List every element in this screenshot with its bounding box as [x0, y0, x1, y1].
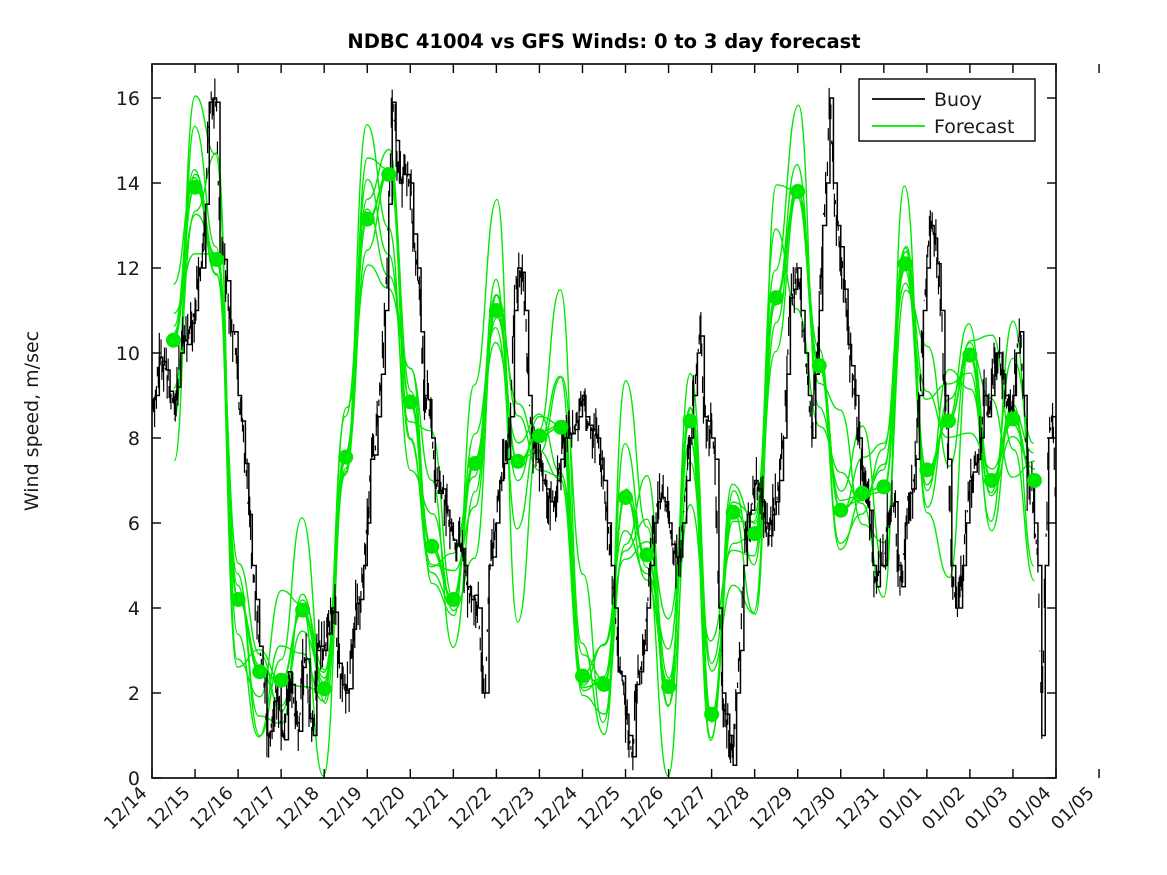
forecast-marker-dot [295, 602, 311, 618]
forecast-marker-dot [618, 490, 634, 505]
forecast-marker-dot [983, 473, 999, 488]
forecast-marker-dots [166, 167, 1042, 722]
forecast-marker-dot [273, 672, 289, 688]
forecast-marker-dot [467, 456, 483, 471]
forecast-marker-dot [553, 419, 569, 435]
forecast-marker-dot [833, 502, 849, 518]
buoy-series-line [152, 78, 1056, 771]
forecast-marker-dot [704, 706, 720, 722]
forecast-marker-dot [510, 453, 526, 469]
forecast-marker-dot [187, 179, 203, 195]
buoy-variability-path [152, 78, 1056, 771]
forecast-marker-dot [381, 167, 397, 182]
forecast-marker-dot [359, 211, 375, 227]
forecast-marker-dot [919, 462, 935, 478]
forecast-marker-dot [768, 290, 784, 306]
forecast-marker-dot [402, 394, 418, 410]
forecast-marker-dot [596, 677, 612, 692]
forecast-marker-dot [488, 303, 504, 318]
forecast-marker-dot [940, 413, 956, 429]
chart-title: NDBC 41004 vs GFS Winds: 0 to 3 day fore… [347, 30, 860, 53]
forecast-marker-dot [574, 668, 590, 684]
y-tick-label: 10 [116, 343, 140, 365]
forecast-marker-dot [854, 485, 870, 501]
forecast-marker-dot [790, 184, 806, 199]
forecast-marker-dot [252, 664, 268, 680]
y-axis-ticks: 0 2 4 6 8 10 12 14 16 [116, 88, 1056, 790]
forecast-marker-dot [338, 449, 354, 465]
forecast-marker-dot [962, 347, 978, 363]
chart-legend[interactable]: Buoy Forecast [858, 78, 1036, 142]
forecast-marker-dot [1026, 473, 1042, 488]
forecast-marker-dot [230, 592, 246, 607]
y-tick-label: 12 [116, 258, 140, 280]
forecast-marker-dot [445, 592, 461, 607]
forecast-marker-dot [1005, 411, 1021, 427]
y-tick-label: 6 [128, 513, 140, 535]
forecast-marker-dot [876, 479, 892, 495]
y-axis-title: Wind speed, m/sec [21, 331, 43, 511]
forecast-marker-dot [661, 679, 677, 695]
forecast-ensemble-path [172, 104, 1035, 777]
forecast-marker-dot [682, 413, 698, 429]
y-tick-label: 4 [128, 598, 140, 620]
forecast-marker-dot [166, 332, 182, 348]
forecast-marker-dot [424, 538, 440, 554]
y-tick-label: 14 [116, 173, 140, 195]
legend-label-forecast: Forecast [934, 116, 1014, 138]
y-tick-label: 8 [128, 428, 140, 450]
y-tick-label: 16 [116, 88, 140, 110]
forecast-marker-dot [639, 547, 655, 563]
legend-frame [858, 78, 1036, 142]
forecast-marker-dot [531, 428, 547, 444]
forecast-marker-dot [209, 252, 225, 267]
forecast-ensemble-path [173, 95, 1036, 777]
legend-label-buoy: Buoy [934, 89, 982, 111]
forecast-marker-dot [316, 681, 332, 697]
buoy-step-path [152, 97, 1056, 766]
forecast-marker-dot [725, 504, 741, 520]
y-tick-label: 2 [128, 683, 140, 705]
y-tick-label: 0 [128, 768, 140, 790]
forecast-marker-dot [811, 358, 827, 374]
forecast-marker-dot [897, 256, 913, 272]
forecast-marker-dot [747, 526, 763, 542]
axes-frame [151, 63, 1057, 779]
